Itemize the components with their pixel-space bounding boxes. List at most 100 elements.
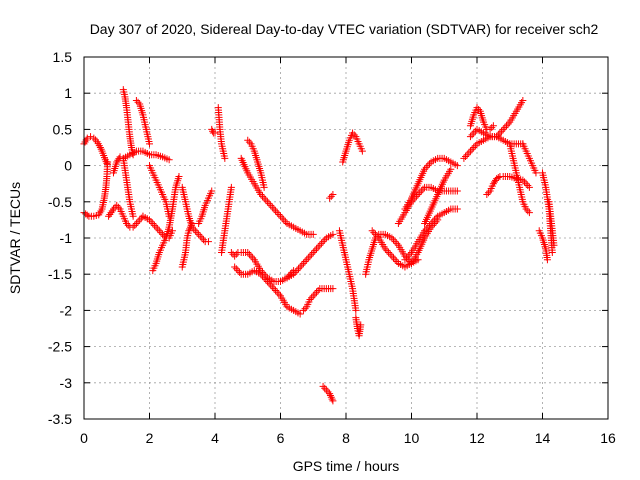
- series-arc-34: [466, 104, 497, 133]
- x-tick-label: 6: [277, 430, 285, 446]
- data-point: [499, 125, 507, 133]
- data-point: [317, 239, 325, 247]
- series-arc-39: [506, 140, 533, 217]
- data-point: [389, 254, 397, 262]
- data-point: [417, 187, 425, 195]
- data-point: [195, 230, 203, 238]
- data-point: [462, 153, 470, 161]
- data-point: [421, 165, 429, 173]
- data-point: [275, 210, 283, 218]
- y-tick-label: 0: [64, 158, 72, 174]
- data-point: [273, 288, 281, 296]
- data-point: [486, 125, 494, 133]
- data-point: [257, 191, 265, 199]
- series-arc-26: [352, 314, 365, 340]
- data-point: [311, 290, 319, 298]
- data-point: [263, 277, 271, 285]
- data-point: [290, 270, 298, 278]
- series-arc-14: [208, 125, 219, 137]
- data-point: [147, 218, 155, 226]
- data-point: [265, 200, 273, 208]
- data-point: [87, 133, 95, 141]
- data-point: [501, 124, 509, 132]
- data-point: [403, 254, 411, 262]
- data-point: [109, 205, 117, 213]
- data-point: [227, 183, 235, 191]
- data-point: [421, 227, 429, 235]
- series-arc-24: [326, 191, 337, 202]
- data-point: [299, 306, 307, 314]
- data-point: [493, 133, 501, 141]
- data-point: [211, 129, 219, 137]
- data-point: [447, 165, 455, 173]
- data-point: [260, 194, 268, 202]
- data-point: [308, 250, 316, 258]
- series-arc-36: [466, 96, 527, 141]
- series-arc-30: [401, 205, 461, 264]
- data-point: [150, 221, 158, 229]
- data-point: [245, 250, 253, 258]
- series-arc-23: [319, 382, 337, 405]
- data-point: [385, 248, 393, 256]
- data-point: [465, 149, 473, 157]
- data-point: [281, 218, 289, 226]
- data-point: [191, 227, 199, 235]
- data-point: [322, 386, 330, 394]
- data-point: [314, 243, 322, 251]
- data-point: [270, 205, 278, 213]
- data-point: [427, 220, 435, 228]
- data-point: [393, 258, 401, 266]
- series-arc-15: [214, 104, 229, 162]
- data-point: [258, 272, 266, 280]
- data-point: [132, 96, 140, 104]
- data-point: [268, 283, 276, 291]
- data-point: [137, 214, 145, 222]
- data-point: [249, 254, 257, 262]
- data-point: [134, 218, 142, 226]
- data-point: [496, 129, 504, 137]
- data-point: [260, 183, 268, 191]
- y-tick-label: -2: [60, 302, 73, 318]
- data-point: [504, 120, 512, 128]
- series-arc-03: [105, 201, 147, 231]
- data-point: [265, 279, 273, 287]
- data-point: [132, 220, 140, 228]
- y-tick-label: -1.5: [48, 266, 72, 282]
- series-arc-05: [119, 86, 137, 159]
- data-point: [422, 225, 430, 233]
- data-point: [498, 127, 506, 135]
- data-point: [193, 229, 201, 237]
- data-point: [298, 261, 306, 269]
- series-arc-09: [146, 162, 173, 220]
- data-point: [371, 230, 379, 238]
- data-point: [108, 207, 116, 215]
- series-arc-33: [421, 165, 455, 228]
- data-point: [386, 250, 394, 258]
- data-point: [368, 227, 376, 235]
- data-point: [131, 221, 139, 229]
- data-point: [278, 214, 286, 222]
- data-point: [154, 225, 162, 233]
- data-point: [296, 310, 304, 318]
- data-point: [296, 263, 304, 271]
- data-point: [494, 174, 502, 182]
- data-point: [104, 158, 112, 166]
- data-point: [129, 212, 137, 220]
- data-point: [488, 124, 496, 132]
- series-arc-07: [119, 147, 173, 164]
- data-point: [324, 388, 332, 396]
- data-point: [329, 397, 337, 405]
- y-axis-label: SDTVAR / TECUs: [7, 182, 23, 294]
- y-tick-label: -3.5: [48, 411, 72, 427]
- data-point: [329, 230, 337, 238]
- data-point: [186, 223, 194, 231]
- x-tick-label: 4: [211, 430, 219, 446]
- x-tick-label: 16: [600, 430, 616, 446]
- chart-title: Day 307 of 2020, Sidereal Day-to-day VTE…: [90, 21, 599, 37]
- data-point: [91, 136, 99, 144]
- data-point: [198, 234, 206, 242]
- data-point: [227, 248, 235, 256]
- data-point: [414, 191, 422, 199]
- data-point: [295, 265, 303, 273]
- data-point: [453, 162, 461, 170]
